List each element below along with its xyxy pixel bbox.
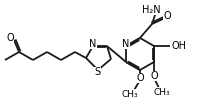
Text: CH₃: CH₃ xyxy=(154,87,170,96)
Text: CH₃: CH₃ xyxy=(122,89,138,98)
Text: O: O xyxy=(163,11,171,21)
Text: O: O xyxy=(136,73,144,83)
Text: S: S xyxy=(94,67,100,77)
Text: O: O xyxy=(6,33,14,43)
Text: O: O xyxy=(150,71,158,81)
Text: N: N xyxy=(89,39,97,49)
Text: OH: OH xyxy=(172,41,187,51)
Text: H₂N: H₂N xyxy=(142,5,160,15)
Text: N: N xyxy=(122,39,130,49)
